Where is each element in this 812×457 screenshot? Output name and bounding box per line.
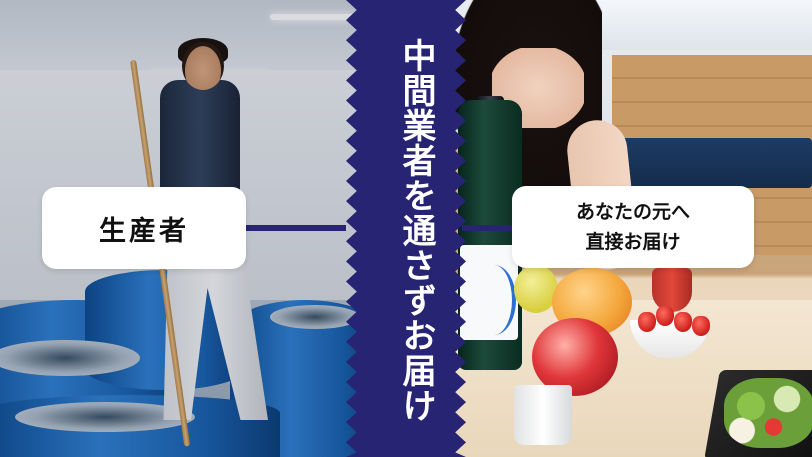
apple (532, 318, 618, 396)
label-wave-graphic (472, 265, 516, 335)
destination-line-1: あなたの元へ (575, 201, 690, 223)
tank-lid (0, 340, 140, 376)
strawberry (638, 312, 656, 332)
red-vase (652, 268, 692, 312)
worker-head (182, 42, 224, 90)
sake-cup (514, 385, 572, 445)
tank-lid (270, 305, 360, 329)
lemon (514, 265, 558, 313)
salad (724, 378, 812, 448)
flow-arrow-line-left (246, 225, 346, 231)
destination-line-2: 直接お届け (585, 231, 681, 253)
producer-label-box: 生産者 (42, 187, 246, 269)
dining-photo (452, 0, 812, 457)
bottle-label (460, 245, 518, 340)
strawberry (674, 312, 692, 332)
bench-cushion (602, 138, 812, 188)
strawberry (656, 306, 674, 326)
ceiling-light (270, 14, 355, 20)
worker-jacket (160, 80, 240, 200)
producer-label: 生産者 (99, 215, 189, 247)
destination-label-box: あなたの元へ 直接お届け (512, 186, 754, 268)
strawberry (692, 316, 710, 336)
window (572, 0, 812, 50)
center-band (346, 0, 466, 457)
headline-vertical: 中間業者を通さずお届け (396, 37, 436, 423)
flow-arrow-line-right (462, 225, 522, 231)
